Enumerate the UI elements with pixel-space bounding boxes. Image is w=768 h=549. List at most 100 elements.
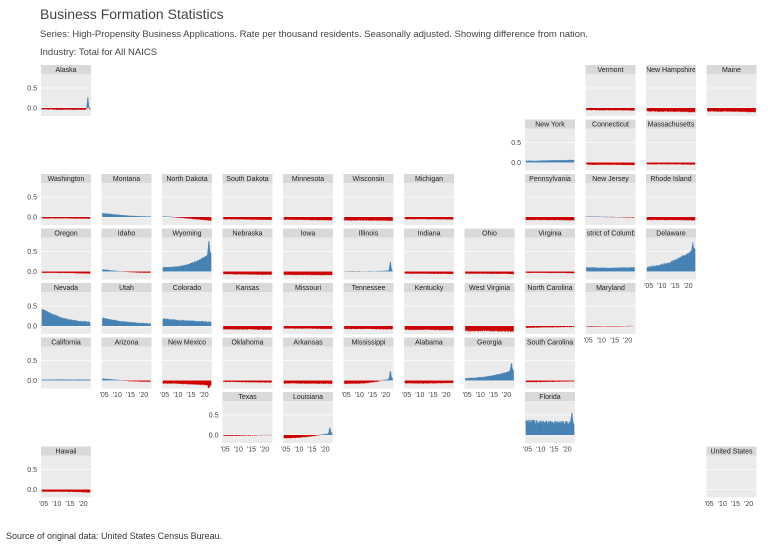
x-tick-label: '10 [536, 447, 545, 454]
strip [101, 228, 152, 238]
panel-label: Kentucky [415, 285, 444, 292]
panel-united-states: United States '05 '10 '15 '20 [705, 446, 757, 508]
panel-montana: Montana [101, 174, 152, 225]
x-tick-label: '10 [234, 447, 243, 454]
panel-label: Nevada [54, 285, 78, 292]
panel-nebraska: Nebraska [222, 228, 273, 280]
panel-washington: Washington 0.0 0.5 [27, 174, 91, 225]
panel-label: New Mexico [168, 339, 206, 346]
strip [162, 228, 212, 238]
x-tick-label: '05 [402, 392, 411, 399]
panel-label: Nebraska [233, 230, 263, 237]
panel-wyoming: Wyoming [162, 228, 212, 280]
x-tick-label: '15 [247, 447, 256, 454]
panel-background [101, 183, 152, 225]
panel-label: Virginia [538, 230, 561, 237]
panel-north-dakota: North Dakota [162, 174, 212, 225]
panel-oklahoma: Oklahoma [222, 337, 273, 389]
panel-west-virginia: West Virginia [464, 283, 515, 334]
strip [41, 283, 91, 292]
panel-label: California [51, 339, 81, 346]
strip [343, 228, 394, 238]
strip [283, 337, 333, 347]
panel-label: Hawaii [55, 448, 76, 455]
panel-alabama: Alabama '05 '10 '15 '20 [402, 337, 454, 399]
y-tick-label: 0.0 [27, 215, 37, 222]
x-tick-label: '15 [489, 392, 498, 399]
source-note: Source of original data: United States C… [6, 531, 222, 541]
panel-label: North Dakota [166, 176, 207, 183]
panel-label: Idaho [118, 230, 136, 237]
strip [41, 337, 91, 347]
panel-new-hampshire: New Hampshire [646, 65, 696, 116]
strip [646, 119, 696, 129]
panel-california: California 0.0 0.5 [27, 337, 91, 389]
panel-label: South Carolina [527, 339, 573, 346]
panel-label: Colorado [173, 285, 202, 292]
panel-texas: Texas 0.0 0.5 '05 '10 '15 '20 [209, 392, 273, 454]
x-tick-label: '15 [428, 392, 437, 399]
strip [162, 337, 212, 347]
x-tick-label: '15 [126, 392, 135, 399]
panel-label: Delaware [656, 230, 686, 237]
strip [222, 174, 273, 183]
panel-label: Vermont [597, 67, 623, 74]
panel-background [101, 292, 152, 334]
panel-label: Oklahoma [232, 339, 264, 346]
panel-background [343, 237, 394, 280]
panel-background [101, 346, 152, 389]
strip [222, 228, 273, 238]
y-tick-label: 0.0 [209, 433, 219, 440]
strip [101, 174, 152, 183]
x-tick-label: '20 [139, 392, 148, 399]
panel-label: Georgia [477, 339, 502, 346]
strip [283, 392, 333, 401]
x-tick-label: '20 [79, 501, 88, 508]
x-tick-label: '05 [342, 392, 351, 399]
panel-wisconsin: Wisconsin [343, 174, 394, 225]
strip [283, 228, 333, 238]
panel-oregon: Oregon 0.0 0.5 [27, 228, 91, 280]
x-tick-label: '20 [260, 447, 269, 454]
panel-massachusetts: Massachusetts [646, 119, 696, 171]
panel-label: Alaska [55, 67, 76, 74]
panel-label: New York [535, 121, 565, 128]
panel-label: Arkansas [293, 339, 323, 346]
strip [404, 174, 454, 183]
strip [41, 228, 91, 238]
strip [101, 283, 152, 292]
y-tick-label: 0.0 [27, 487, 37, 494]
strip [41, 446, 91, 456]
panel-label: Rhode Island [650, 176, 691, 183]
panel-label: Montana [113, 176, 140, 183]
chart-subtitle: Series: High-Propensity Business Applica… [40, 29, 588, 40]
x-tick-label: '10 [718, 501, 727, 508]
panel-virginia: Virginia [525, 228, 575, 280]
panel-label: Tennessee [352, 285, 386, 292]
panel-delaware: Delaware '05 '10 '15 '20 [644, 228, 696, 290]
strip [404, 283, 454, 292]
panel-arizona: Arizona '05 '10 '15 '20 [100, 337, 152, 399]
x-tick-label: '20 [381, 392, 390, 399]
panel-new-mexico: New Mexico '05 '10 '15 '20 [160, 337, 212, 399]
x-tick-label: '20 [442, 392, 451, 399]
panel-label: District of Columbia [580, 230, 641, 237]
x-tick-label: '10 [52, 501, 61, 508]
panel-illinois: Illinois [343, 228, 394, 280]
y-tick-label: 0.5 [27, 195, 37, 202]
strip [646, 228, 696, 238]
strip [343, 174, 394, 183]
panel-label: Massachusetts [648, 121, 695, 128]
panel-mississippi: Mississippi '05 '10 '15 '20 [342, 337, 394, 399]
panel-label: Washington [48, 176, 85, 183]
panel-background [101, 237, 152, 280]
panel-florida: Florida '05 '10 '15 '20 [523, 392, 575, 454]
panel-utah: Utah [101, 283, 152, 334]
strip [525, 228, 575, 238]
strip [525, 337, 575, 347]
panel-tennessee: Tennessee [343, 283, 394, 334]
strip [343, 337, 394, 347]
panel-label: Kansas [236, 285, 260, 292]
x-tick-label: '10 [173, 392, 182, 399]
x-tick-label: '20 [200, 392, 209, 399]
